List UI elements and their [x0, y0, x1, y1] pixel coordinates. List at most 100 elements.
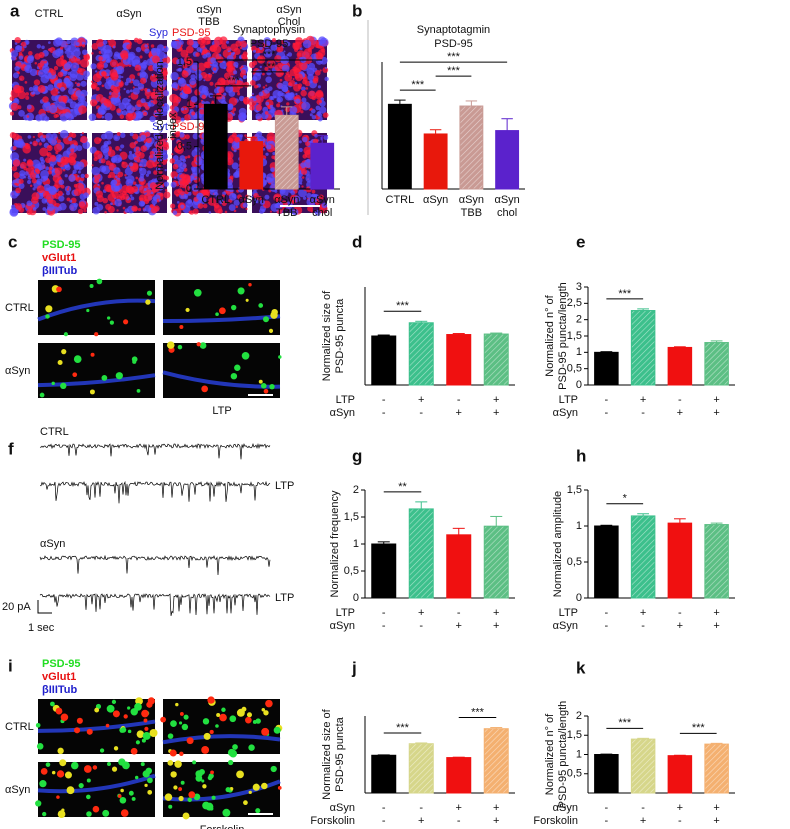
significance-label: *** [227, 75, 241, 87]
micrograph [8, 36, 90, 122]
micrograph [37, 278, 156, 337]
condition-sign: - [382, 815, 386, 827]
condition-sign: + [640, 394, 646, 406]
stain-label: PSD-95 [172, 121, 211, 133]
x-tick-label: αSyn [239, 194, 264, 206]
condition-sign: - [641, 802, 645, 814]
chart-title: Synaptophysin [233, 24, 305, 36]
significance-label: *** [471, 706, 485, 718]
y-tick-label: 0,5 [567, 363, 582, 375]
significance-label: *** [411, 79, 425, 91]
micrograph [160, 696, 283, 758]
y-tick-label: 0,5 [177, 141, 192, 153]
condition-sign: - [678, 394, 682, 406]
bar [274, 114, 299, 190]
condition-name: αSyn [330, 620, 355, 632]
bar [408, 322, 434, 386]
y-axis-label: PSD-95 puncta [334, 716, 346, 791]
significance-label: ** [398, 481, 407, 493]
bar [446, 757, 472, 794]
legend-label: βIIITub [42, 265, 78, 277]
bar [630, 515, 656, 599]
panel-label: b [352, 1, 362, 20]
condition-name: Forskolin [310, 815, 355, 827]
bar [667, 346, 693, 386]
micrograph [162, 341, 282, 398]
condition-sign: + [456, 407, 462, 419]
y-tick-label: 2 [576, 710, 582, 722]
y-tick-label: 1,5 [344, 511, 359, 523]
x-tick-label: αSyn [310, 194, 335, 206]
condition-sign: - [382, 620, 386, 632]
condition-name: LTP [559, 607, 578, 619]
significance-label: *** [263, 61, 277, 73]
scale-label: 1 sec [28, 622, 55, 634]
condition-sign: + [713, 802, 719, 814]
condition-sign: + [713, 394, 719, 406]
condition-sign: - [457, 607, 461, 619]
trace [39, 554, 271, 576]
chart-title: PSD-95 [434, 38, 473, 50]
condition-name: αSyn [553, 802, 578, 814]
y-tick-label: 0 [576, 379, 582, 391]
significance-label: *** [618, 288, 632, 300]
stain-label: PSD-95 [172, 27, 211, 39]
condition-sign: + [640, 815, 646, 827]
panel-label: i [8, 656, 13, 675]
y-tick-label: 1,5 [567, 729, 582, 741]
significance-label: *** [263, 49, 277, 61]
y-tick-label: 1 [576, 748, 582, 760]
panel-label: c [8, 232, 17, 251]
row-label: αSyn [5, 365, 30, 377]
condition-sign: + [713, 407, 719, 419]
y-tick-label: 1,5 [567, 484, 582, 496]
micrograph [168, 36, 251, 123]
condition-name: αSyn [553, 620, 578, 632]
chart-title: PSD-95 [250, 38, 289, 50]
bar [387, 103, 412, 190]
column-label: CTRL [35, 8, 64, 20]
y-tick-label: 1 [186, 98, 192, 110]
condition-name: Forskolin [533, 815, 578, 827]
bar [408, 743, 434, 794]
bar [483, 525, 509, 599]
bar [667, 522, 693, 599]
y-axis-label: Normalized size of [321, 708, 333, 799]
condition-name: αSyn [330, 802, 355, 814]
scale-bar [37, 600, 52, 614]
y-axis-label: Normalized frequency [329, 490, 341, 597]
condition-sign: + [456, 802, 462, 814]
condition-sign: - [419, 802, 423, 814]
y-axis-label: Normalized n° of [544, 713, 556, 795]
condition-sign: - [605, 394, 609, 406]
x-tick-label: CTRL [386, 194, 415, 206]
x-tick-label: TBB [461, 207, 482, 219]
condition-sign: + [418, 394, 424, 406]
y-tick-label: 1 [576, 520, 582, 532]
condition-sign: + [493, 407, 499, 419]
column-label: αSyn [116, 8, 141, 20]
x-tick-label: CTRL [201, 194, 230, 206]
condition-sign: - [641, 620, 645, 632]
bar [459, 105, 484, 190]
y-axis-label: Normalized amplitude [552, 491, 564, 597]
y-tick-label: 1 [576, 346, 582, 358]
micrograph [162, 759, 282, 820]
condition-sign: + [493, 815, 499, 827]
micrograph [35, 758, 156, 818]
condition-sign: - [678, 607, 682, 619]
micrograph [162, 280, 281, 335]
column-label: TBB [198, 16, 219, 28]
bar [371, 543, 397, 599]
condition-sign: + [493, 620, 499, 632]
bar [371, 335, 397, 386]
condition-sign: + [456, 620, 462, 632]
y-tick-label: 2 [576, 314, 582, 326]
bar [446, 334, 472, 386]
bar [239, 141, 264, 190]
y-tick-label: 0,5 [567, 556, 582, 568]
y-axis-label: Normalized size of [321, 290, 333, 381]
bar [483, 333, 509, 386]
y-axis-label: index [167, 112, 179, 139]
